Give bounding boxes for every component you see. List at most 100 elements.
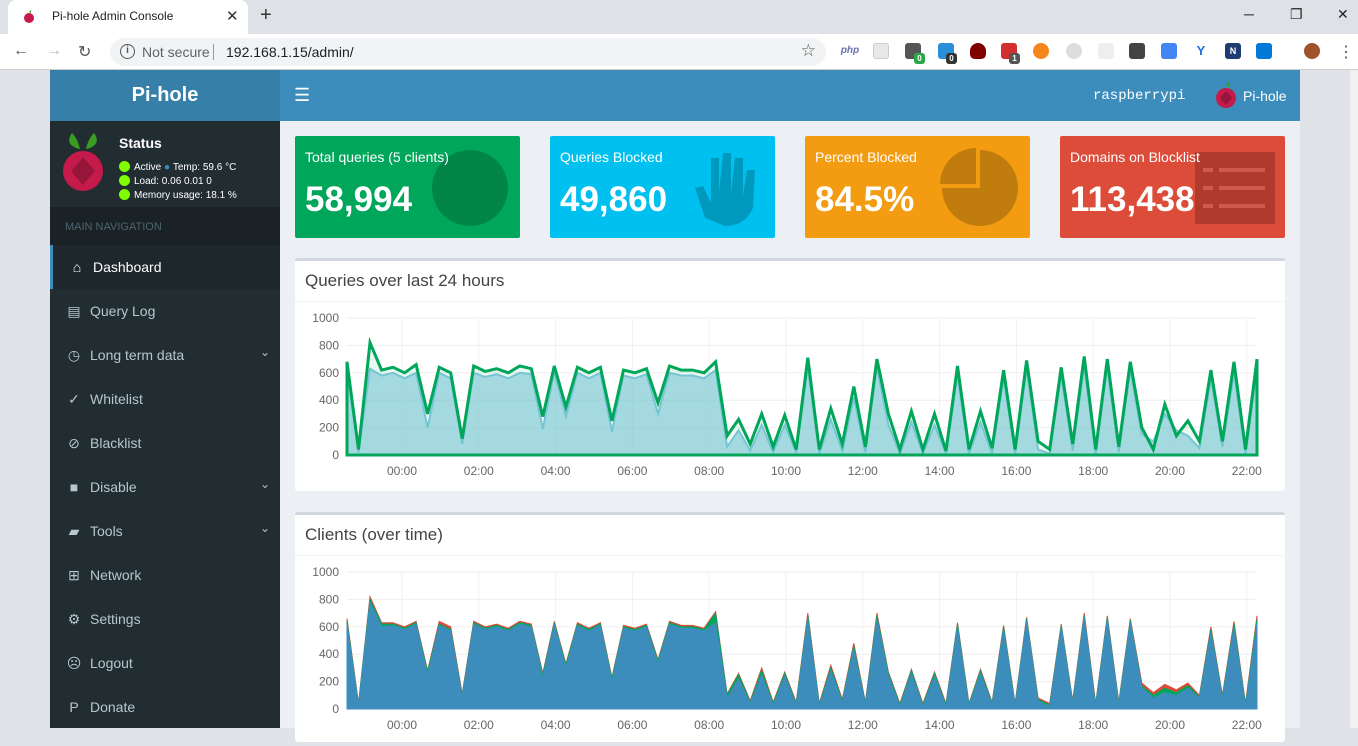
logo[interactable]: Pi-hole <box>50 70 280 121</box>
omnibox-separator <box>213 44 214 60</box>
new-tab-icon[interactable]: + <box>260 4 272 26</box>
x-tick-label: 20:00 <box>1155 718 1185 732</box>
load-text: Load: 0.06 0.01 0 <box>134 176 212 187</box>
sitemap-icon: ⊞ <box>68 567 80 583</box>
memory-status: Memory usage: 18.1 % <box>119 189 237 201</box>
panel-divider <box>295 301 1285 302</box>
sidebar-item-query-log[interactable]: ▤ Query Log <box>50 289 280 333</box>
y-tick-label: 600 <box>319 620 339 634</box>
bookmark-star-icon[interactable]: ☆ <box>800 41 816 60</box>
top-navbar: ☰ raspberrypi Pi-hole <box>280 70 1300 121</box>
y-tick-label: 200 <box>319 421 339 435</box>
sidebar-item-label: Network <box>90 567 142 583</box>
clients-panel: Clients (over time) 1000 800 600 400 200 0 00:… <box>295 512 1285 742</box>
browser-tab[interactable]: Pi-hole Admin Console ✕ <box>8 0 248 34</box>
minimize-icon[interactable]: ─ <box>1244 6 1254 22</box>
extension-icon[interactable]: N <box>1225 43 1241 59</box>
user-times-icon: ☹ <box>66 655 82 671</box>
home-icon: ⌂ <box>72 259 82 275</box>
ublock-icon[interactable] <box>970 43 986 59</box>
x-tick-label: 22:00 <box>1232 464 1262 478</box>
clock-icon: ◷ <box>67 347 81 363</box>
hamburger-menu-icon[interactable]: ☰ <box>294 85 311 105</box>
extension-icon[interactable] <box>1066 43 1082 59</box>
stat-value: 49,860 <box>560 180 668 219</box>
sidebar-item-label: Tools <box>90 523 123 539</box>
clients-chart-title: Clients (over time) <box>305 525 443 544</box>
x-tick-label: 06:00 <box>617 464 647 478</box>
tab-close-icon[interactable]: ✕ <box>226 8 239 25</box>
window-close-icon[interactable]: ✕ <box>1337 6 1349 22</box>
sidebar-item-label: Disable <box>90 479 137 495</box>
active-status: Active ● Temp: 59.6 °C <box>119 161 236 173</box>
sidebar-item-label: Settings <box>90 611 141 627</box>
extension-icon[interactable] <box>873 43 889 59</box>
menu-icon[interactable]: ⋮ <box>1338 44 1354 61</box>
sidebar-item-blacklist[interactable]: ⊘ Blacklist <box>50 421 280 465</box>
metamask-icon[interactable] <box>1033 43 1049 59</box>
sidebar-item-settings[interactable]: ⚙ Settings <box>50 597 280 641</box>
x-tick-label: 00:00 <box>387 464 417 478</box>
video-icon[interactable] <box>1129 43 1145 59</box>
x-tick-label: 04:00 <box>541 718 571 732</box>
x-tick-label: 02:00 <box>464 464 494 478</box>
queries-chart: 1000 800 600 400 200 0 00:00 02:00 04:00 06:00 08:… <box>312 311 1262 478</box>
sidebar-item-logout[interactable]: ☹ Logout <box>50 641 280 685</box>
x-tick-label: 08:00 <box>694 464 724 478</box>
not-secure-label: Not secure <box>142 44 210 60</box>
stat-title: Total queries (5 clients) <box>305 149 449 165</box>
sidebar: Pi-hole Status Active ● Temp: 59.6 °C Lo… <box>50 70 280 728</box>
nav-header: MAIN NAVIGATION <box>50 207 280 245</box>
pihole-page: Pi-hole Status Active ● Temp: 59.6 °C Lo… <box>50 70 1300 742</box>
y-tick-label: 1000 <box>312 311 339 325</box>
stat-box[interactable]: Total queries (5 clients) 58,994 <box>295 136 520 238</box>
x-tick-label: 16:00 <box>1001 464 1031 478</box>
sidebar-item-label: Donate <box>90 699 136 715</box>
back-icon[interactable]: ← <box>13 42 29 59</box>
php-extension-icon[interactable]: php <box>840 45 860 56</box>
stat-title: Percent Blocked <box>815 149 917 165</box>
stat-box[interactable]: Domains on Blocklist 113,438 <box>1060 136 1285 238</box>
sidebar-item-label: Query Log <box>90 303 156 319</box>
status-title: Status <box>119 135 162 151</box>
x-tick-label: 00:00 <box>387 718 417 732</box>
y-tick-label: 200 <box>319 675 339 689</box>
sidebar-item-disable[interactable]: ■ Disable ⌄ <box>50 465 280 509</box>
gears-icon: ⚙ <box>67 611 81 627</box>
pihole-brand-icon[interactable] <box>1213 81 1239 109</box>
restore-icon[interactable]: ❐ <box>1290 6 1303 22</box>
omnibox[interactable]: i Not secure 192.168.1.15/admin/ ☆ <box>110 38 826 66</box>
sidebar-item-dashboard[interactable]: ⌂ Dashboard <box>50 245 280 289</box>
info-icon[interactable]: i <box>120 44 135 59</box>
windows-icon[interactable] <box>1256 43 1272 59</box>
tab-title: Pi-hole Admin Console <box>52 9 174 23</box>
extension-icon[interactable]: Y <box>1196 43 1206 58</box>
url-text[interactable]: 192.168.1.15/admin/ <box>226 44 354 60</box>
globe-icon <box>432 150 508 226</box>
x-tick-label: 12:00 <box>848 718 878 732</box>
memory-text: Memory usage: 18.1 % <box>134 190 237 201</box>
scrollbar[interactable] <box>1350 70 1358 728</box>
x-tick-label: 08:00 <box>694 718 724 732</box>
sidebar-item-long-term-data[interactable]: ◷ Long term data ⌄ <box>50 333 280 377</box>
brand-label[interactable]: Pi-hole <box>1243 88 1287 104</box>
profile-avatar[interactable] <box>1304 43 1320 59</box>
x-tick-label: 18:00 <box>1078 464 1108 478</box>
extension-icon[interactable] <box>1098 43 1114 59</box>
y-tick-label: 400 <box>319 393 339 407</box>
extension-icon[interactable] <box>1161 43 1177 59</box>
ban-icon: ⊘ <box>68 435 80 451</box>
forward-icon[interactable]: → <box>46 42 62 59</box>
y-tick-label: 800 <box>319 338 339 352</box>
x-tick-label: 02:00 <box>464 718 494 732</box>
sidebar-item-whitelist[interactable]: ✓ Whitelist <box>50 377 280 421</box>
sidebar-item-tools[interactable]: ▰ Tools ⌄ <box>50 509 280 553</box>
sidebar-item-donate[interactable]: P Donate <box>50 685 280 729</box>
status-panel: Status Active ● Temp: 59.6 °C Load: 0.06… <box>50 121 280 207</box>
series-area <box>346 600 1258 710</box>
reload-icon[interactable]: ↻ <box>78 44 92 61</box>
stat-box[interactable]: Percent Blocked 84.5% <box>805 136 1030 238</box>
x-tick-label: 22:00 <box>1232 718 1262 732</box>
sidebar-item-network[interactable]: ⊞ Network <box>50 553 280 597</box>
stat-box[interactable]: Queries Blocked 49,860 <box>550 136 775 238</box>
